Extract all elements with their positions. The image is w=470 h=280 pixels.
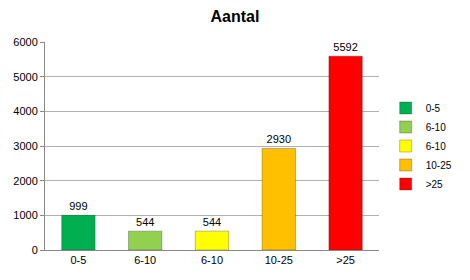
svg-text:3000: 3000 [13,140,37,152]
svg-text:10-25: 10-25 [265,254,293,266]
svg-text:5000: 5000 [13,71,37,83]
svg-text:4000: 4000 [13,105,37,117]
svg-text:6000: 6000 [13,36,37,48]
svg-text:0: 0 [32,244,38,256]
svg-text:6-10: 6-10 [201,254,223,266]
svg-text:544: 544 [203,216,221,228]
svg-text:>25: >25 [336,254,355,266]
svg-text:0-5: 0-5 [426,103,441,114]
svg-text:2930: 2930 [267,133,291,145]
svg-text:10-25: 10-25 [426,160,452,171]
svg-text:>25: >25 [426,179,443,190]
svg-text:5592: 5592 [333,41,357,53]
svg-text:Aantal: Aantal [211,8,260,25]
svg-text:544: 544 [136,216,154,228]
svg-text:2000: 2000 [13,175,37,187]
svg-text:6-10: 6-10 [134,254,156,266]
svg-text:6-10: 6-10 [426,141,446,152]
svg-text:999: 999 [69,200,87,212]
svg-text:0-5: 0-5 [70,254,86,266]
svg-text:6-10: 6-10 [426,122,446,133]
svg-text:1000: 1000 [13,209,37,221]
